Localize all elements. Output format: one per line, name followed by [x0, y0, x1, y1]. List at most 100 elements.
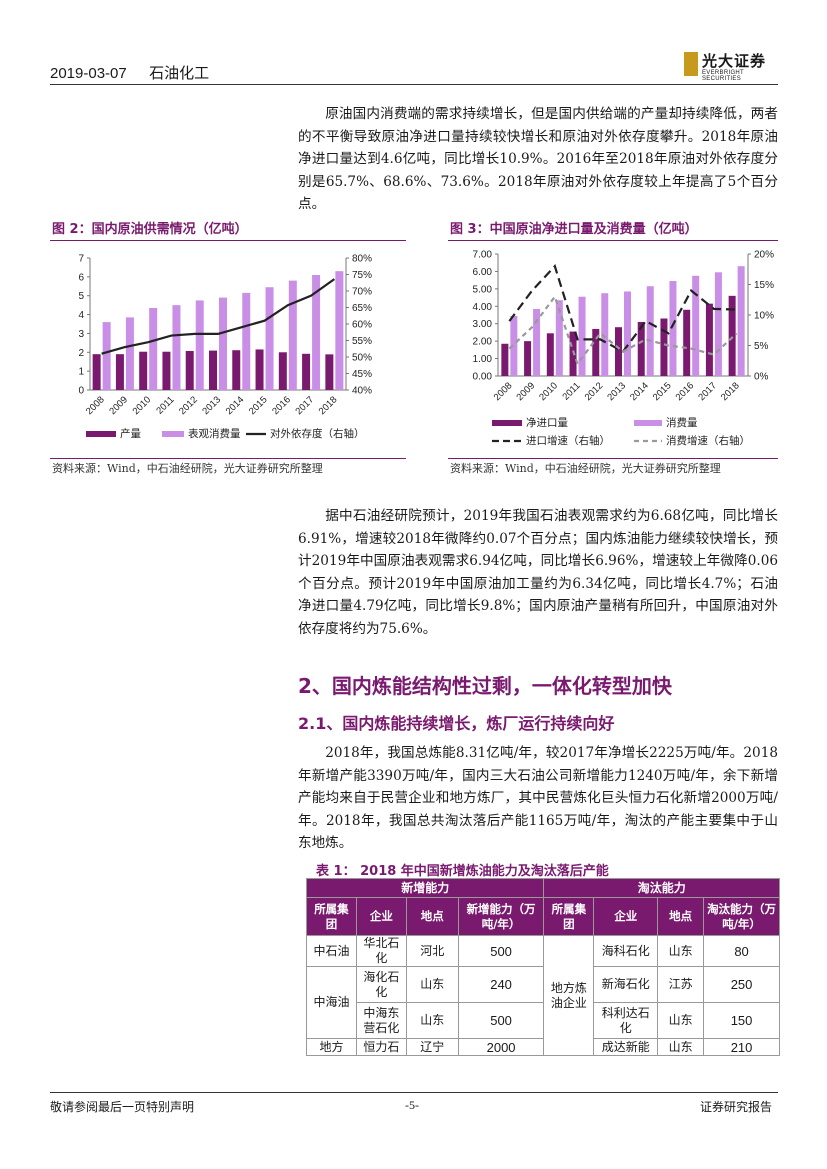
logo-cn-text: 光大证券	[702, 52, 767, 70]
right-tick-label: 45%	[352, 369, 372, 380]
report-date: 2019-03-07	[50, 65, 127, 82]
left-tick-label: 3	[78, 329, 84, 340]
bar-dark	[325, 354, 334, 390]
bar-dark	[232, 350, 241, 390]
x-tick-label: 2013	[605, 380, 628, 403]
table-row: 中海油 海化石化 山东 240 新海石化 江苏 250	[306, 966, 780, 1039]
col-header: 所属集团	[543, 897, 595, 936]
cell-company: 华北石化	[355, 935, 407, 967]
bar-dark	[185, 350, 194, 390]
fig3-source: 资料来源：Wind，中石油经研院，光大证券研究所整理	[450, 462, 721, 475]
left-tick-label: 5	[78, 291, 84, 302]
col-header: 淘汰能力（万吨/年）	[703, 897, 780, 936]
bar-light	[102, 322, 111, 390]
bar-light	[125, 317, 134, 390]
x-tick-label: 2009	[107, 394, 130, 417]
fig3-title: 图 3：中国原油净进口量及消费量（亿吨）	[450, 222, 698, 237]
bar-dark	[278, 352, 287, 390]
report-header: 2019-03-07 石油化工	[50, 62, 209, 83]
bar-dark	[637, 321, 645, 376]
left-tick-label: 7	[78, 254, 84, 265]
left-tick-label: 5.00	[473, 284, 493, 295]
legend-label: 产量	[120, 427, 141, 440]
legend-swatch	[492, 420, 522, 426]
section-heading: 2、国内炼能结构性过剩，一体化转型加快	[298, 674, 672, 698]
paragraph-text: 据中石油经研院预计，2019年我国石油表观需求约为6.68亿吨，同比增长6.91…	[298, 508, 778, 637]
footer-report-type: 证券研究报告	[700, 1100, 773, 1114]
left-tick-label: 0.00	[473, 372, 493, 383]
cell-capacity: 240	[457, 966, 545, 1003]
bar-light	[335, 271, 344, 390]
left-tick-label: 4.00	[473, 302, 493, 313]
fig3-bottom-rule	[448, 458, 778, 459]
table-title: 表 1： 2018 年中国新增炼油能力及淘汰落后产能	[316, 864, 609, 879]
cell-place: 河北	[405, 935, 459, 967]
x-tick-label: 2015	[651, 380, 674, 403]
right-tick-label: 70%	[352, 287, 372, 298]
right-tick-label: 5%	[754, 341, 769, 352]
right-tick-label: 50%	[352, 353, 372, 364]
left-tick-label: 1	[78, 367, 84, 378]
cell-company: 科利达石化	[593, 1002, 659, 1039]
cell-company: 成达新能	[593, 1038, 659, 1056]
logo-en-text: EVERBRIGHT SECURITIES	[702, 70, 744, 82]
x-tick-label: 2008	[492, 380, 515, 403]
cell-capacity: 500	[457, 935, 545, 967]
bar-light	[242, 292, 251, 390]
col-header: 新增能力（万吨/年）	[457, 897, 545, 936]
x-tick-label: 2011	[154, 394, 176, 416]
right-tick-label: 40%	[352, 386, 372, 397]
col-header: 企业	[593, 897, 659, 936]
cell-place: 山东	[405, 1002, 459, 1039]
bar-light	[669, 281, 677, 376]
bar-dark	[501, 343, 509, 376]
right-tick-label: 0%	[754, 372, 769, 383]
bar-dark	[302, 353, 311, 390]
table-column-header: 所属集团 企业 地点 新增能力（万吨/年） 所属集团 企业 地点 淘汰能力（万吨…	[306, 897, 780, 936]
cell-company: 中海东营石化	[355, 1002, 407, 1039]
paragraph-text: 原油国内消费端的需求持续增长，但是国内供给端的产量却持续降低，两者的不平衡导致原…	[298, 106, 778, 212]
bar-dark	[162, 351, 171, 390]
bar-light	[737, 266, 745, 376]
x-tick-label: 2016	[270, 394, 293, 417]
bar-light	[312, 274, 321, 390]
bar-dark	[615, 327, 622, 376]
bar-dark	[705, 303, 713, 376]
bar-light	[578, 296, 586, 376]
x-tick-label: 2016	[674, 380, 697, 403]
cell-place: 山东	[657, 1038, 705, 1056]
bar-dark	[139, 351, 148, 390]
bar-light	[265, 287, 274, 390]
right-tick-label: 65%	[352, 303, 372, 314]
cell-capacity: 210	[703, 1038, 780, 1056]
bar-light	[172, 305, 181, 390]
bar-light	[149, 307, 158, 390]
x-tick-label: 2011	[560, 380, 582, 402]
legend-swatch	[634, 420, 662, 426]
legend-swatch	[162, 431, 184, 437]
paragraph-import-dependency: 原油国内消费端的需求持续增长，但是国内供给端的产量却持续降低，两者的不平衡导致原…	[298, 103, 778, 216]
bar-light	[288, 280, 297, 390]
cell-place: 山东	[657, 1002, 705, 1039]
cell-place: 辽宁	[405, 1038, 459, 1056]
cell-right-group: 地方炼油企业	[543, 935, 595, 1056]
capacity-table: 新增能力 淘汰能力 所属集团 企业 地点 新增能力（万吨/年） 所属集团 企业 …	[305, 878, 780, 1056]
bar-dark	[255, 349, 264, 390]
bar-light	[714, 272, 722, 376]
right-tick-label: 60%	[352, 320, 372, 331]
fig2-bottom-rule	[50, 458, 406, 459]
cell-capacity: 500	[457, 1002, 545, 1039]
left-tick-label: 7.00	[473, 250, 493, 261]
left-tick-label: 2	[78, 348, 84, 359]
bar-dark	[660, 318, 668, 376]
report-sector: 石油化工	[149, 64, 210, 82]
cell-company: 恒力石	[355, 1038, 407, 1056]
right-tick-label: 10%	[754, 311, 774, 322]
right-tick-label: 20%	[754, 250, 774, 261]
legend-label: 净进口量	[526, 416, 568, 429]
bar-dark	[592, 328, 600, 376]
bar-dark	[524, 341, 532, 376]
legend-label: 消费量	[666, 416, 698, 429]
left-tick-label: 4	[78, 310, 84, 321]
